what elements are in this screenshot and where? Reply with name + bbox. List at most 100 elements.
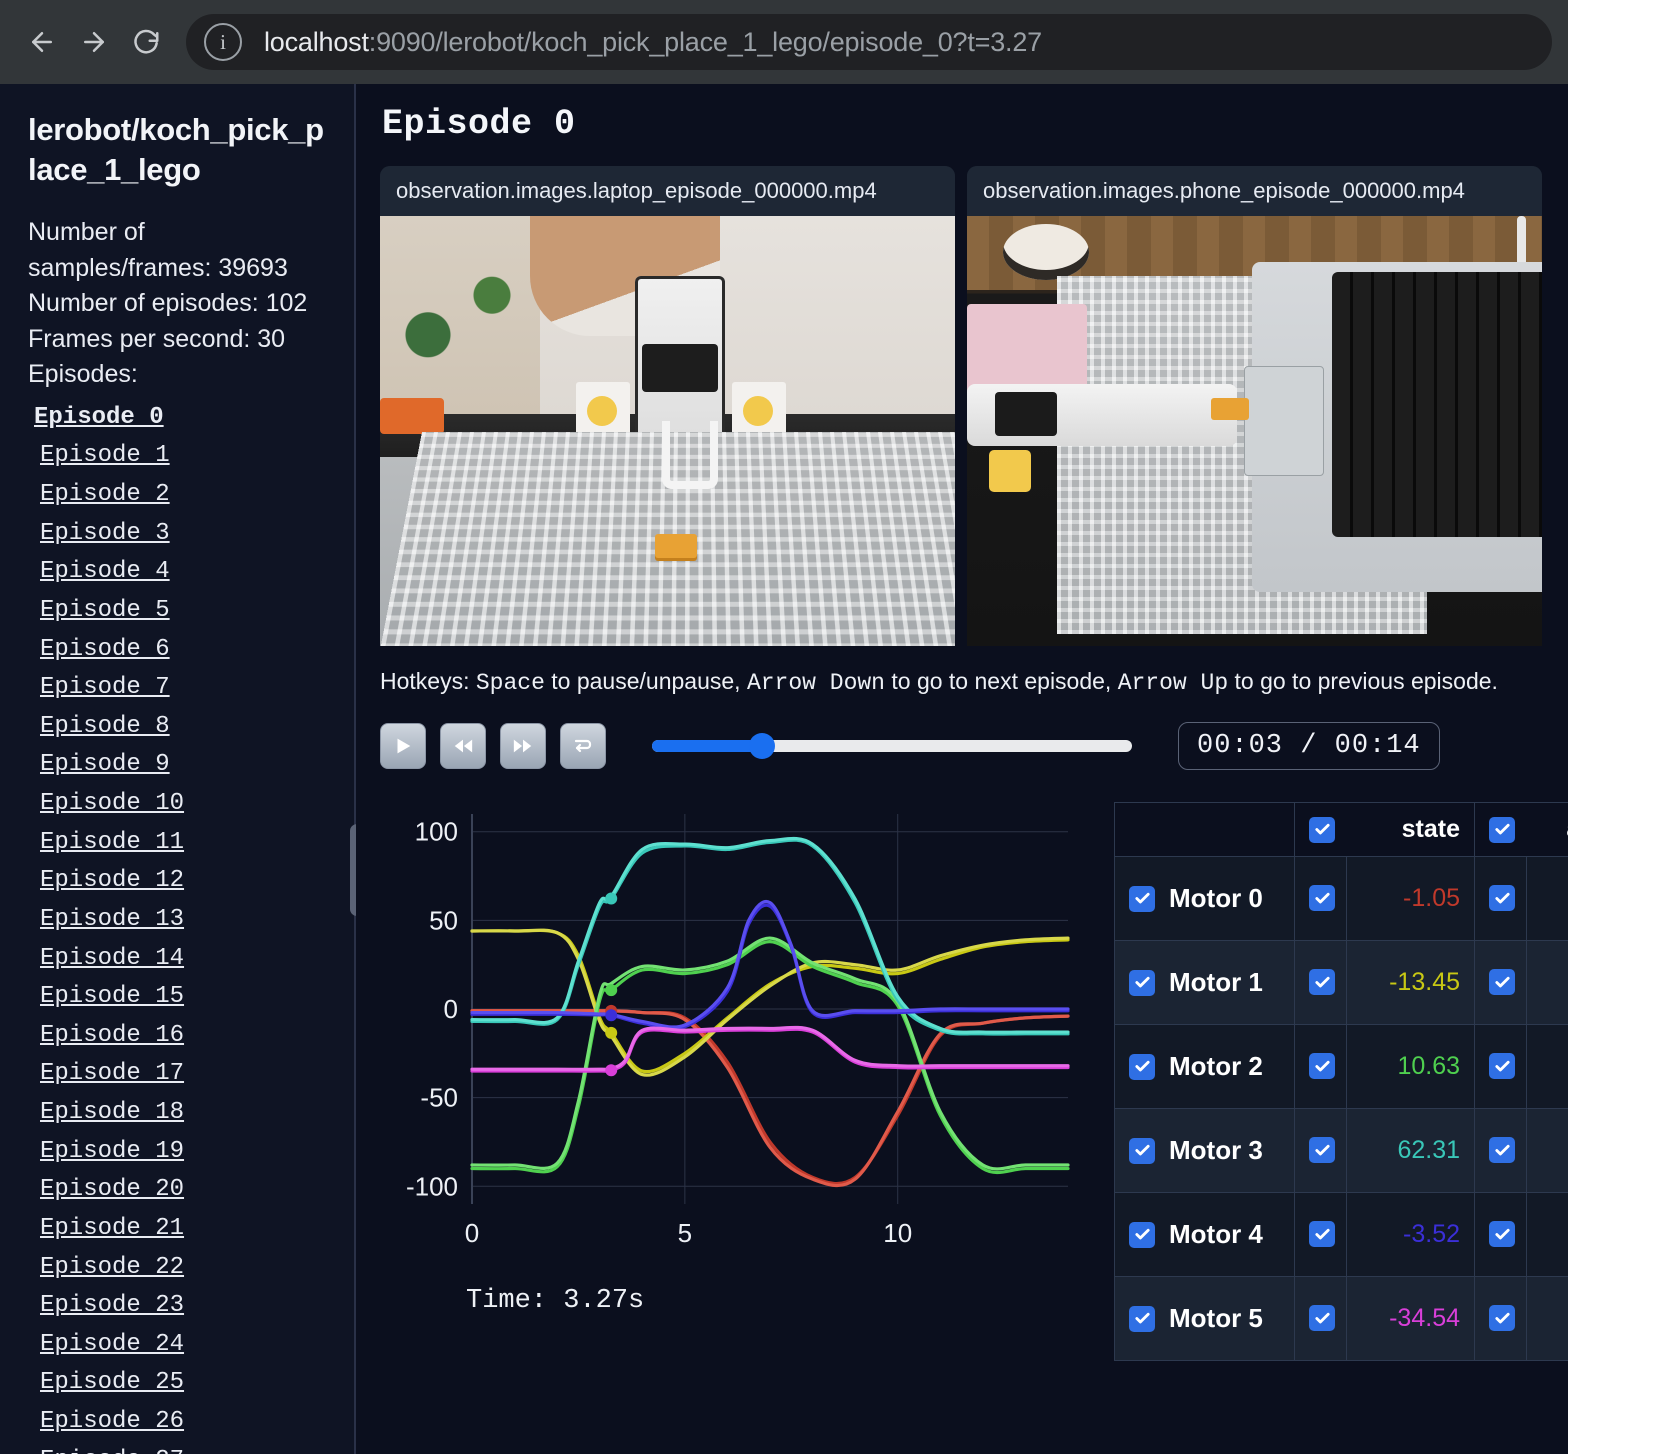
sidebar-item-episode-25[interactable]: Episode 25: [40, 1369, 185, 1397]
cursor-marker: [605, 984, 618, 997]
sidebar-item-episode-12[interactable]: Episode 12: [40, 867, 185, 895]
motor-4-action-checkbox[interactable]: [1489, 1221, 1515, 1248]
sidebar-item-episode-13[interactable]: Episode 13: [40, 905, 185, 933]
app-body: lerobot/koch_pick_place_1_lego Number of…: [0, 84, 1568, 1454]
motor-3-state-checkbox[interactable]: [1309, 1137, 1335, 1164]
motor-1-checkbox[interactable]: [1129, 969, 1155, 996]
sidebar-item-episode-24[interactable]: Episode 24: [40, 1330, 185, 1358]
sidebar-resize-handle[interactable]: [350, 824, 356, 916]
motor-3-state-value: 62.31: [1346, 1108, 1475, 1193]
main-panel: Episode 0 observation.images.laptop_epis…: [356, 84, 1568, 1454]
motor-0-action-checkbox[interactable]: [1489, 885, 1515, 912]
video-player-phone[interactable]: [967, 216, 1542, 646]
sidebar-item-episode-1[interactable]: Episode 1: [40, 442, 170, 470]
sidebar-item-episode-6[interactable]: Episode 6: [40, 635, 170, 663]
table-header-row: state action: [1114, 802, 1568, 857]
arrow-left-icon: [27, 27, 57, 57]
cursor-marker: [605, 1064, 618, 1077]
sidebar-item-episode-7[interactable]: Episode 7: [40, 674, 170, 702]
seek-slider[interactable]: [652, 723, 1132, 769]
seek-thumb[interactable]: [749, 733, 776, 759]
playback-controls: 00:03 / 00:14: [380, 722, 1542, 770]
video-player-laptop[interactable]: [380, 216, 955, 646]
motor-4-state-checkbox[interactable]: [1309, 1221, 1335, 1248]
hotkey-arrow-up: Arrow Up: [1117, 670, 1229, 696]
series-line: [470, 940, 1070, 1175]
url-path: :9090/lerobot/koch_pick_place_1_lego/epi…: [368, 26, 1042, 57]
play-button[interactable]: [380, 723, 426, 769]
sidebar-item-episode-19[interactable]: Episode 19: [40, 1137, 185, 1165]
video-card-laptop: observation.images.laptop_episode_000000…: [380, 166, 955, 646]
sidebar-item-episode-10[interactable]: Episode 10: [40, 790, 185, 818]
sidebar-item-episode-11[interactable]: Episode 11: [40, 828, 185, 856]
series-line: [470, 900, 1070, 1029]
motor-2-action-checkbox[interactable]: [1489, 1053, 1515, 1080]
motor-5-state-checkbox-cell: [1294, 1276, 1347, 1361]
robot-arm-block: [995, 392, 1057, 436]
motor-0-checkbox[interactable]: [1129, 885, 1155, 912]
motor-4-state-checkbox-cell: [1294, 1192, 1347, 1277]
sidebar-item-episode-26[interactable]: Episode 26: [40, 1408, 185, 1436]
motor-3-action-checkbox[interactable]: [1489, 1137, 1515, 1164]
motor-5-checkbox[interactable]: [1129, 1305, 1155, 1332]
sidebar-item-episode-23[interactable]: Episode 23: [40, 1292, 185, 1320]
sidebar-item-episode-22[interactable]: Episode 22: [40, 1253, 185, 1281]
sidebar-item-episode-21[interactable]: Episode 21: [40, 1214, 185, 1242]
sidebar-item-episode-3[interactable]: Episode 3: [40, 519, 170, 547]
sidebar-item-episode-27[interactable]: Episode 27: [28, 1442, 356, 1454]
address-bar[interactable]: i localhost:9090/lerobot/koch_pick_place…: [186, 14, 1552, 70]
motor-0-state-checkbox[interactable]: [1309, 885, 1335, 912]
sidebar-item-episode-8[interactable]: Episode 8: [40, 712, 170, 740]
seek-fill: [652, 740, 763, 752]
motor-2-state-checkbox[interactable]: [1309, 1053, 1335, 1080]
y-tick-label: -50: [420, 1083, 458, 1113]
sidebar-item-episode-16[interactable]: Episode 16: [40, 1021, 185, 1049]
hotkeys-prefix: Hotkeys:: [380, 668, 476, 694]
action-column-checkbox[interactable]: [1489, 816, 1515, 843]
motor-1-action-checkbox[interactable]: [1489, 969, 1515, 996]
info-circle-icon[interactable]: i: [204, 23, 242, 61]
fast-forward-button[interactable]: [500, 723, 546, 769]
motor-3-action-value: 63.54: [1526, 1108, 1568, 1193]
current-time-label: Time: 3.27s: [466, 1286, 645, 1316]
fast-forward-icon: [511, 735, 535, 757]
episodes-label: Episodes:: [28, 360, 138, 389]
robot-body-block: [642, 344, 718, 392]
timeseries-chart[interactable]: 100 50 0 -50 -100 0 5 10 Time: 3.27s: [380, 796, 1100, 1316]
sidebar-item-episode-18[interactable]: Episode 18: [40, 1099, 185, 1127]
hotkeys-text-3: to go to previous episode.: [1228, 668, 1498, 694]
sidebar-item-episode-2[interactable]: Episode 2: [40, 481, 170, 509]
stat-fps: Frames per second: 30: [28, 324, 286, 353]
y-tick-label: -100: [406, 1171, 458, 1201]
motor-5-state-checkbox[interactable]: [1309, 1305, 1335, 1332]
sidebar-item-episode-5[interactable]: Episode 5: [40, 596, 170, 624]
series-line: [470, 1009, 1070, 1188]
sidebar-item-episode-14[interactable]: Episode 14: [40, 944, 185, 972]
state-column-checkbox[interactable]: [1309, 816, 1335, 843]
sidebar-item-episode-0[interactable]: Episode 0: [34, 403, 164, 431]
video-card-phone: observation.images.phone_episode_000000.…: [967, 166, 1542, 646]
back-button[interactable]: [16, 16, 68, 68]
motor-2-checkbox[interactable]: [1129, 1053, 1155, 1080]
motor-4-action-value: -2.99: [1526, 1192, 1568, 1277]
loop-button[interactable]: [560, 723, 606, 769]
sidebar-item-episode-9[interactable]: Episode 9: [40, 751, 170, 779]
y-tick-label: 0: [444, 994, 458, 1024]
cursor-marker: [605, 892, 618, 905]
lower-section: 100 50 0 -50 -100 0 5 10 Time: 3.27s: [380, 796, 1568, 1361]
sidebar-item-episode-15[interactable]: Episode 15: [40, 983, 185, 1011]
header-blank: [1114, 802, 1295, 857]
motor-3-checkbox[interactable]: [1129, 1137, 1155, 1164]
hotkey-space: Space: [475, 670, 545, 696]
reload-button[interactable]: [120, 16, 172, 68]
sidebar-item-episode-17[interactable]: Episode 17: [40, 1060, 185, 1088]
motor-4-checkbox[interactable]: [1129, 1221, 1155, 1248]
motor-1-state-checkbox[interactable]: [1309, 969, 1335, 996]
sidebar-item-episode-4[interactable]: Episode 4: [40, 558, 170, 586]
motor-5-action-checkbox[interactable]: [1489, 1305, 1515, 1332]
sidebar-item-episode-20[interactable]: Episode 20: [40, 1176, 185, 1204]
video-title-laptop: observation.images.laptop_episode_000000…: [380, 166, 955, 216]
play-icon: [392, 735, 414, 757]
rewind-button[interactable]: [440, 723, 486, 769]
forward-button[interactable]: [68, 16, 120, 68]
